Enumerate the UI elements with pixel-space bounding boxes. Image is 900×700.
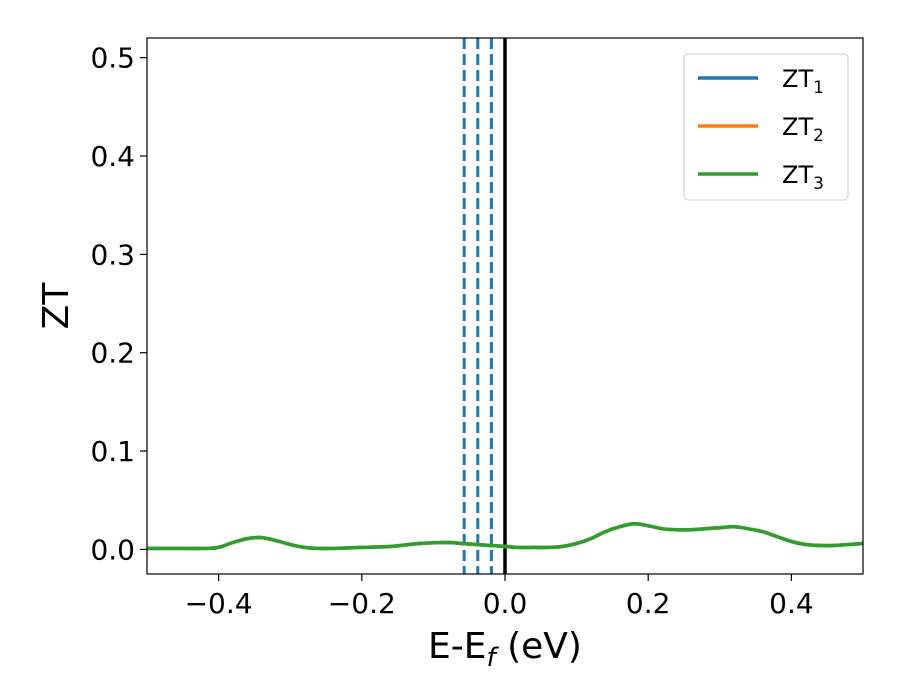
y-axis-label: ZT bbox=[36, 282, 77, 330]
legend-label-zt2: ZT2 bbox=[782, 113, 824, 146]
y-tick-label: 0.3 bbox=[90, 238, 135, 271]
series-line-zt3 bbox=[147, 522, 863, 551]
legend-label-zt1: ZT1 bbox=[782, 65, 824, 98]
x-tick-label: −0.4 bbox=[185, 587, 253, 620]
x-tick-label: 0.2 bbox=[626, 587, 671, 620]
y-tick-label: 0.0 bbox=[90, 533, 135, 566]
x-tick-label: 0.0 bbox=[483, 587, 528, 620]
y-tick-label: 0.2 bbox=[90, 337, 135, 370]
x-tick-label: −0.2 bbox=[328, 587, 396, 620]
legend-label-zt3: ZT3 bbox=[782, 161, 824, 194]
y-tick-label: 0.4 bbox=[90, 140, 135, 173]
x-axis-label: E-Ef (eV) bbox=[428, 626, 582, 673]
y-tick-label: 0.1 bbox=[90, 435, 135, 468]
y-tick-label: 0.5 bbox=[90, 42, 135, 75]
legend-box bbox=[683, 53, 849, 201]
x-tick-label: 0.4 bbox=[769, 587, 814, 620]
legend: ZT1 ZT2 ZT3 bbox=[683, 53, 849, 201]
